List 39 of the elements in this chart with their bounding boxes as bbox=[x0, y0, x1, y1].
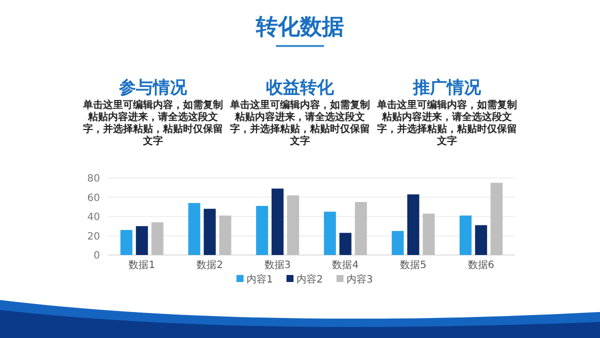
legend-label: 内容3 bbox=[346, 274, 373, 286]
bar bbox=[120, 230, 132, 255]
y-tick-label: 40 bbox=[87, 212, 100, 223]
bar bbox=[136, 226, 148, 255]
bar bbox=[490, 182, 503, 255]
bar bbox=[287, 195, 300, 255]
text: 参与情况 bbox=[118, 77, 188, 99]
text: 单击这里可编辑内容，如需复制粘贴内容进来，请全选这段文字，并选择粘贴，粘贴时仅保留文字 bbox=[376, 100, 518, 148]
chart-title: 转化数据 bbox=[254, 14, 345, 42]
bar bbox=[475, 225, 488, 255]
y-tick-label: 80 bbox=[87, 174, 100, 184]
y-tick-label: 20 bbox=[87, 231, 100, 242]
x-tick-label: 数据6 bbox=[468, 259, 494, 271]
y-tick-label: 60 bbox=[87, 192, 100, 204]
bar bbox=[219, 216, 232, 255]
bar bbox=[151, 222, 164, 255]
bar bbox=[354, 202, 367, 255]
text: 收益转化 bbox=[265, 77, 335, 99]
x-tick-label: 数据3 bbox=[264, 259, 291, 271]
bar bbox=[460, 216, 472, 255]
bar bbox=[407, 194, 420, 255]
bar bbox=[188, 203, 200, 255]
bar bbox=[204, 208, 216, 255]
bar bbox=[339, 232, 352, 255]
bar bbox=[256, 206, 268, 255]
y-tick-label: 0 bbox=[94, 250, 100, 262]
bar bbox=[422, 214, 435, 255]
x-tick-label: 数据2 bbox=[196, 259, 223, 271]
legend-label: 内容1 bbox=[246, 274, 273, 286]
text: 单击这里可编辑内容，如需复制粘贴内容进来，请全选这段文字，并选择粘贴，粘贴时仅保留文字 bbox=[82, 100, 224, 148]
bar bbox=[392, 230, 404, 255]
x-tick-label: 数据4 bbox=[332, 259, 359, 271]
x-tick-label: 数据1 bbox=[128, 259, 156, 271]
bar bbox=[272, 188, 284, 255]
x-tick-label: 数据5 bbox=[400, 259, 426, 271]
bar bbox=[324, 212, 336, 255]
text: 单击这里可编辑内容，如需复制粘贴内容进来，请全选这段文字，并选择粘贴，粘贴时仅保留文字 bbox=[229, 100, 371, 148]
legend-label: 内容2 bbox=[296, 274, 323, 286]
text: 推广情况 bbox=[412, 77, 482, 99]
